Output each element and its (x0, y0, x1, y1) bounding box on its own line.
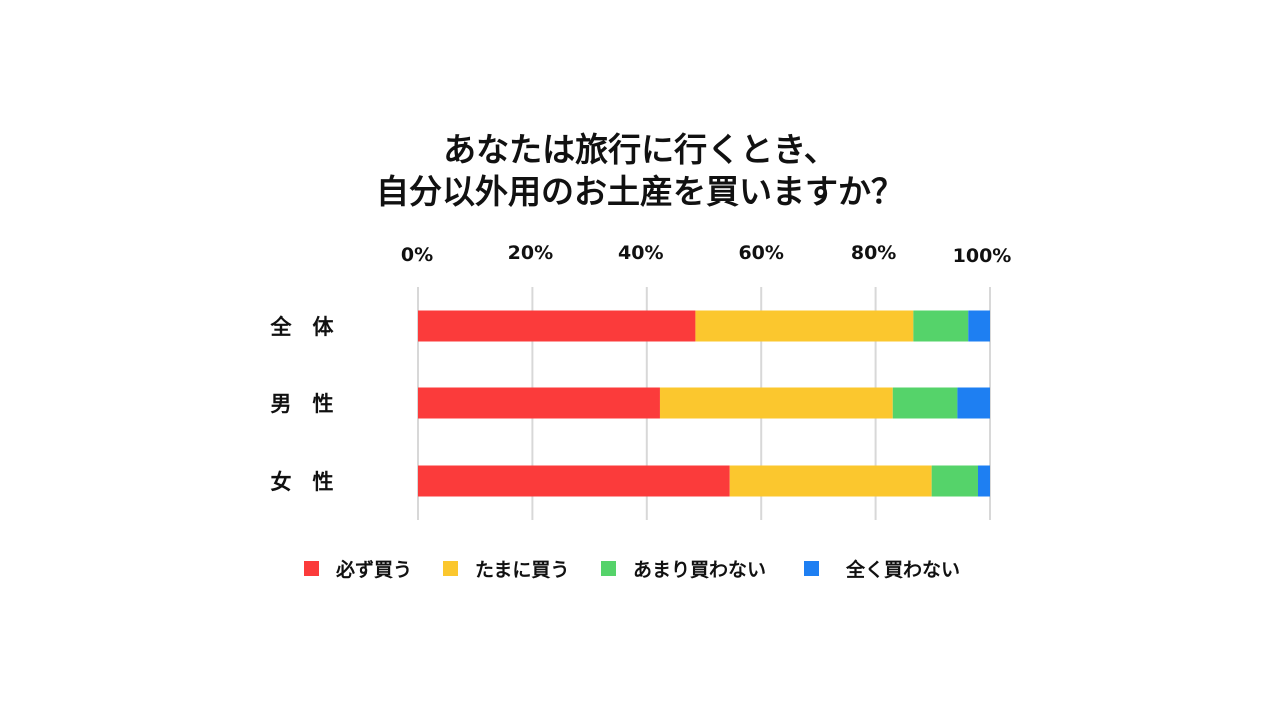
bar-segment (913, 310, 969, 342)
bar-segment (418, 465, 730, 497)
bar-segment (418, 310, 696, 342)
legend-label: 必ず買う (335, 558, 412, 581)
bar-segment (931, 465, 978, 497)
bar-segment (968, 310, 990, 342)
x-tick-label: 80% (851, 242, 896, 264)
bar-segment (892, 387, 958, 419)
bars (418, 310, 990, 497)
x-tick-label: 60% (738, 242, 783, 264)
x-tick-label: 100% (953, 245, 1012, 267)
legend-label: あまり買わない (633, 559, 766, 581)
x-tick-label: 40% (618, 242, 663, 264)
legend-label: 全く買わない (845, 558, 960, 581)
legend-swatch (804, 561, 819, 576)
bar-segment (957, 387, 990, 419)
x-tick-labels: 0% 20% 40% 60% 80% 100% (401, 242, 1011, 267)
x-tick-label: 0% (401, 244, 433, 266)
legend: 必ず買う たまに買う あまり買わない 全く買わない (304, 558, 960, 581)
legend-swatch (443, 561, 458, 576)
legend-label: たまに買う (475, 559, 569, 581)
legend-swatch (304, 561, 319, 576)
chart-title-line-1: あなたは旅行に行くとき、 (443, 130, 837, 169)
category-labels: 全 体男 性女 性 (270, 315, 335, 494)
legend-swatch (601, 561, 616, 576)
chart-title-line-2: 自分以外用のお土産を買いますか？ (376, 172, 904, 211)
bar-segment (418, 387, 660, 419)
bar-segment (729, 465, 932, 497)
x-tick-label: 20% (508, 242, 553, 264)
bar-segment (659, 387, 893, 419)
category-label: 女 性 (271, 470, 334, 494)
category-label: 全 体 (270, 315, 335, 339)
category-label: 男 性 (271, 392, 334, 416)
bar-segment (695, 310, 914, 342)
bar-segment (977, 465, 990, 497)
